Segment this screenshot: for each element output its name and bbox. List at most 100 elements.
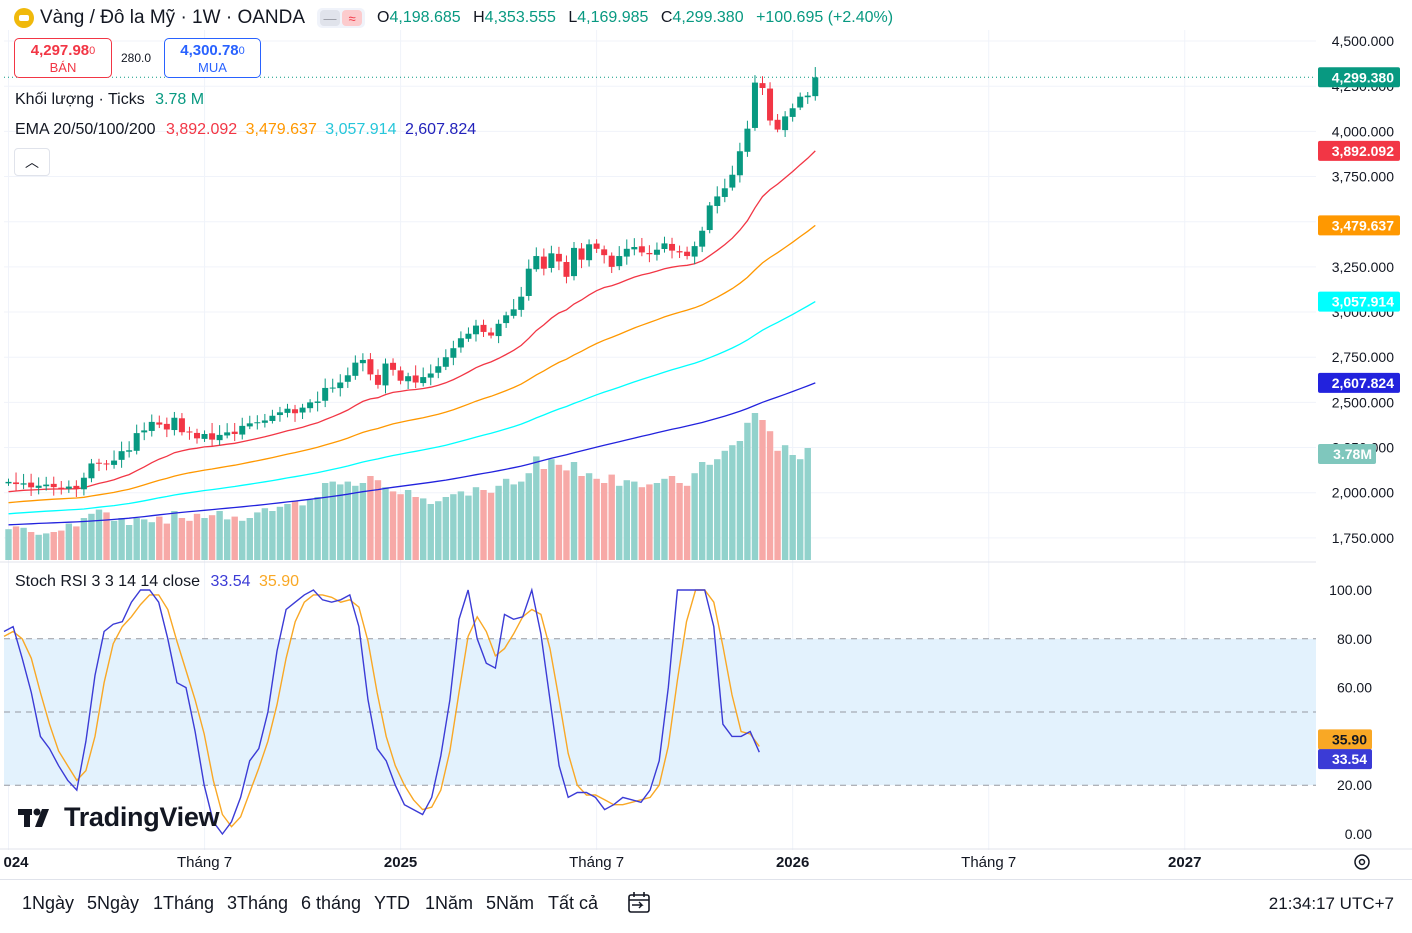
- volume-bar: [201, 518, 208, 560]
- candle: [269, 409, 276, 424]
- ema200-line: [8, 382, 816, 526]
- candle-body: [50, 483, 57, 488]
- candle-body: [744, 128, 751, 152]
- candle-body: [254, 422, 261, 424]
- price-marker-label: 4,299.380: [1332, 69, 1394, 85]
- candle: [246, 415, 253, 430]
- candle-body: [13, 482, 20, 485]
- candle-body: [661, 243, 668, 249]
- volume-bar: [676, 483, 683, 560]
- candle: [736, 142, 743, 183]
- gear-ring: [1354, 854, 1370, 870]
- sell-price: 4,297.980: [30, 42, 96, 59]
- candle-body: [35, 485, 42, 488]
- buy-button[interactable]: 4,300.780 MUA: [164, 38, 261, 78]
- ema-legend[interactable]: EMA 20/50/100/200 3,892.092 3,479.637 3,…: [15, 121, 476, 139]
- range-button[interactable]: 5Năm: [486, 893, 535, 913]
- candle: [472, 319, 479, 342]
- candle: [435, 357, 442, 379]
- range-button[interactable]: YTD: [374, 893, 410, 913]
- candle-body: [736, 151, 743, 176]
- stoch-rsi-legend[interactable]: Stoch RSI 3 3 14 14 close 33.54 35.90: [15, 573, 299, 591]
- hide-icon[interactable]: —: [320, 10, 341, 26]
- sell-button[interactable]: 4,297.980 BÁN: [14, 38, 112, 78]
- candle: [65, 480, 72, 493]
- ema-legend-label: EMA 20/50/100/200: [15, 121, 156, 138]
- range-button[interactable]: 1Tháng: [153, 893, 215, 913]
- volume-bar: [80, 518, 88, 560]
- volume-bar: [397, 494, 404, 560]
- price-marker: [1318, 291, 1400, 312]
- volume-bar: [698, 462, 706, 560]
- candle: [812, 67, 819, 101]
- range-button[interactable]: Tất cả: [548, 893, 599, 913]
- collapse-legend-button[interactable]: ︿: [14, 148, 50, 176]
- candle-body: [623, 248, 630, 257]
- ema50-value: 3,479.637: [245, 121, 317, 138]
- axis-settings-icon[interactable]: [1354, 854, 1370, 870]
- symbol-legend[interactable]: Vàng / Đô la Mỹ · 1W · OANDA — ≈ O4,198.…: [14, 6, 901, 30]
- candle: [488, 327, 495, 339]
- price-marker-label: 3,892.092: [1332, 143, 1394, 159]
- volume-bar: [118, 518, 125, 560]
- candle: [653, 242, 660, 261]
- range-button[interactable]: 1Ngày: [22, 893, 75, 913]
- tradingview-watermark[interactable]: TradingView: [18, 802, 220, 833]
- go-to-date-icon[interactable]: [626, 890, 652, 916]
- candle-body: [133, 433, 140, 451]
- volume-bar: [570, 462, 578, 560]
- volume-bar: [555, 464, 563, 560]
- range-button[interactable]: 5Ngày: [87, 893, 140, 913]
- candle: [706, 202, 713, 234]
- candle: [261, 413, 268, 428]
- candle: [374, 369, 381, 389]
- candle: [28, 473, 35, 496]
- volume-bar: [781, 445, 789, 560]
- compare-icon[interactable]: ≈: [342, 10, 363, 26]
- volume-marker-label: 3.78M: [1333, 446, 1372, 462]
- volume-bar: [208, 515, 216, 560]
- price-tick-label: 2,750.000: [1332, 349, 1394, 365]
- candle: [73, 480, 80, 498]
- rsi-marker-label: 35.90: [1332, 731, 1367, 747]
- candle: [420, 367, 427, 387]
- candle: [329, 378, 336, 393]
- volume-legend[interactable]: Khối lượng · Ticks 3.78 M: [15, 91, 204, 109]
- candle-body: [412, 375, 419, 383]
- range-button[interactable]: 1Năm: [425, 893, 474, 913]
- symbol-title[interactable]: Vàng / Đô la Mỹ · 1W · OANDA: [40, 7, 306, 28]
- volume-bar: [110, 520, 118, 560]
- volume-legend-label: Khối lượng · Ticks: [15, 91, 145, 108]
- candle-body: [593, 243, 600, 249]
- price-marker-label: 3,057.914: [1332, 294, 1394, 310]
- price-marker-label: 2,607.824: [1332, 375, 1394, 391]
- candle: [126, 441, 133, 458]
- candle: [661, 236, 668, 253]
- candle-body: [352, 362, 359, 376]
- candle: [684, 246, 691, 260]
- price-tick-label: 1,750.000: [1332, 530, 1394, 546]
- close-value: 4,299.380: [672, 9, 744, 26]
- candle: [292, 404, 299, 422]
- candle: [714, 186, 721, 214]
- volume-bar: [95, 509, 103, 560]
- volume-bar: [450, 494, 457, 560]
- candle: [111, 450, 118, 469]
- volume-bar: [525, 473, 532, 560]
- volume-bar: [216, 511, 223, 560]
- legend-toggle-chips[interactable]: — ≈: [317, 8, 366, 28]
- candle: [571, 241, 577, 281]
- candle: [548, 245, 555, 273]
- volume-bar: [103, 512, 110, 560]
- candle-body: [729, 174, 736, 188]
- range-button[interactable]: 6 tháng: [301, 893, 362, 913]
- candle-body: [374, 374, 381, 385]
- candle: [171, 411, 178, 436]
- candle-body: [450, 348, 457, 358]
- range-button[interactable]: 3Tháng: [227, 893, 289, 913]
- clock-timezone[interactable]: 21:34:17 UTC+7: [1268, 894, 1394, 913]
- time-tick-label: Tháng 7: [177, 854, 232, 871]
- candle: [224, 423, 231, 439]
- volume-bar: [465, 495, 472, 560]
